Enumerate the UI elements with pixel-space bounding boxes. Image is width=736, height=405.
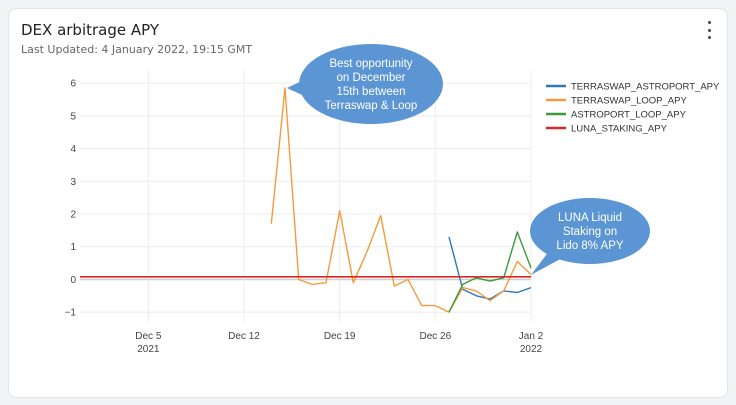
legend: TERRASWAP_ASTROPORT_APY TERRASWAP_LOOP_AP…: [546, 82, 720, 135]
y-tick-label: 1: [70, 242, 76, 253]
x-tick-label: Dec 26: [419, 331, 451, 342]
callout-ellipse: [299, 44, 443, 124]
x-tick-label: Dec 12: [228, 331, 260, 342]
legend-entry-label: TERRASWAP_ASTROPORT_APY: [571, 82, 720, 93]
y-tick-label: 4: [70, 144, 76, 155]
callout-text-line: Lido 8% APY: [556, 240, 623, 252]
series-line-astroport-loop-apy: [448, 231, 532, 313]
y-tick-label: 3: [70, 177, 76, 188]
x-tick-label: Dec 5: [135, 331, 162, 342]
vertical-ellipsis-icon[interactable]: [701, 21, 717, 39]
legend-entry-label: LUNA_STAKING_APY: [571, 124, 668, 135]
callout-bubble: LUNA Liquid Staking on Lido 8% APY: [530, 198, 650, 275]
callout-text-line: Terraswap & Loop: [325, 100, 418, 112]
callout-text-line: Best opportunity: [329, 58, 412, 70]
x-tick-year-label: 2022: [520, 344, 543, 355]
callout-text-line: on December: [336, 72, 405, 84]
callout-bubble: Best opportunity on December 15th between T…: [287, 44, 443, 124]
x-tick-label: Dec 19: [324, 331, 356, 342]
y-tick-label: 5: [70, 111, 76, 122]
chart-title: DEX arbitrage APY: [21, 21, 160, 39]
legend-entry-label: ASTROPORT_LOOP_APY: [571, 110, 687, 121]
y-tick-label: 0: [70, 275, 76, 286]
callout-text-line: Staking on: [563, 226, 617, 238]
series-line-terraswap-loop-apy: [270, 87, 532, 313]
x-tick-year-label: 2021: [137, 344, 160, 355]
series-line-terraswap-astroport-apy: [448, 236, 532, 300]
legend-entry-label: TERRASWAP_LOOP_APY: [571, 96, 687, 107]
callout-ellipse: [530, 198, 650, 264]
last-updated-text: Last Updated: 4 January 2022, 19:15 GMT: [21, 43, 253, 56]
y-tick-label: 6: [70, 79, 76, 90]
y-tick-label: 2: [70, 210, 76, 221]
x-tick-label: Jan 2: [519, 331, 544, 342]
callout-text-line: LUNA Liquid: [558, 212, 622, 224]
y-tick-label: −1: [65, 308, 77, 319]
callout-text-line: 15th between: [336, 86, 405, 98]
